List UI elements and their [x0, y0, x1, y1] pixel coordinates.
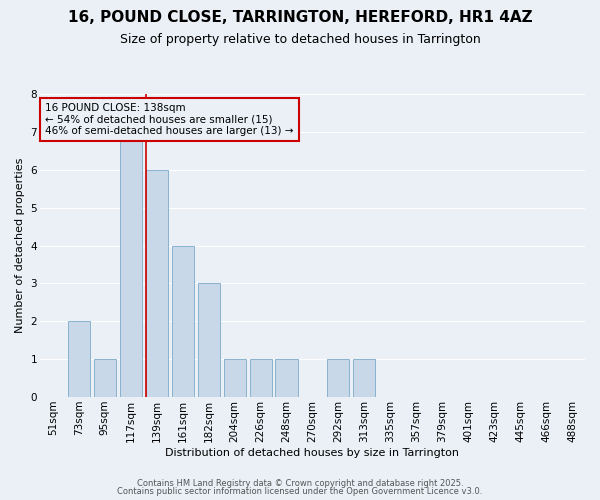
- Bar: [68, 322, 90, 397]
- X-axis label: Distribution of detached houses by size in Tarrington: Distribution of detached houses by size …: [166, 448, 460, 458]
- Bar: [146, 170, 168, 397]
- Text: 16 POUND CLOSE: 138sqm
← 54% of detached houses are smaller (15)
46% of semi-det: 16 POUND CLOSE: 138sqm ← 54% of detached…: [46, 103, 294, 136]
- Bar: [328, 359, 349, 397]
- Y-axis label: Number of detached properties: Number of detached properties: [15, 158, 25, 333]
- Bar: [224, 359, 245, 397]
- Bar: [275, 359, 298, 397]
- Bar: [94, 359, 116, 397]
- Text: Contains HM Land Registry data © Crown copyright and database right 2025.: Contains HM Land Registry data © Crown c…: [137, 478, 463, 488]
- Bar: [353, 359, 376, 397]
- Text: 16, POUND CLOSE, TARRINGTON, HEREFORD, HR1 4AZ: 16, POUND CLOSE, TARRINGTON, HEREFORD, H…: [68, 10, 532, 25]
- Text: Contains public sector information licensed under the Open Government Licence v3: Contains public sector information licen…: [118, 487, 482, 496]
- Text: Size of property relative to detached houses in Tarrington: Size of property relative to detached ho…: [119, 32, 481, 46]
- Bar: [120, 132, 142, 397]
- Bar: [250, 359, 272, 397]
- Bar: [172, 246, 194, 397]
- Bar: [197, 284, 220, 397]
